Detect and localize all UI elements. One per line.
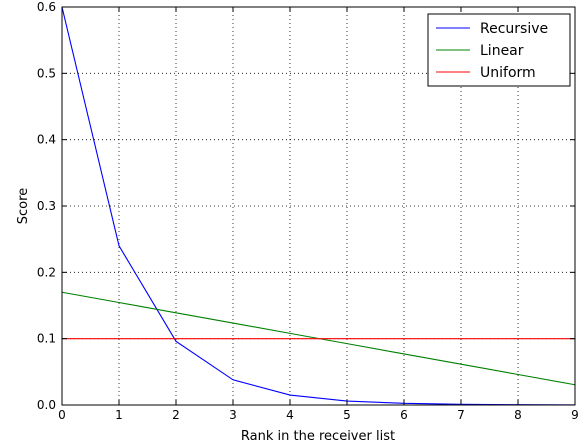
legend-label-uniform: Uniform (480, 65, 536, 81)
y-axis: 0.0 0.1 0.2 0.3 0.4 0.5 0.6 (37, 0, 575, 412)
x-tick-label: 9 (571, 408, 579, 422)
y-tick-label: 0.5 (37, 66, 56, 80)
x-tick-label: 1 (115, 408, 123, 422)
y-tick-label: 0.4 (37, 133, 56, 147)
x-axis: 0 1 2 3 4 5 6 7 8 9 (58, 7, 579, 422)
x-tick-label: 6 (400, 408, 408, 422)
y-tick-label: 0.0 (37, 398, 56, 412)
x-tick-label: 5 (343, 408, 351, 422)
x-tick-label: 3 (229, 408, 237, 422)
x-tick-label: 2 (172, 408, 180, 422)
y-tick-label: 0.3 (37, 199, 56, 213)
x-tick-label: 4 (286, 408, 294, 422)
legend-label-recursive: Recursive (480, 21, 548, 37)
x-tick-label: 0 (58, 408, 66, 422)
y-tick-label: 0.1 (37, 332, 56, 346)
legend: Recursive Linear Uniform (427, 13, 571, 87)
x-tick-label: 7 (457, 408, 465, 422)
x-tick-label: 8 (514, 408, 522, 422)
legend-label-linear: Linear (480, 43, 524, 59)
x-axis-label: Rank in the receiver list (241, 429, 395, 444)
y-tick-label: 0.2 (37, 265, 56, 279)
y-tick-label: 0.6 (37, 0, 56, 14)
y-axis-label: Score (16, 188, 31, 224)
